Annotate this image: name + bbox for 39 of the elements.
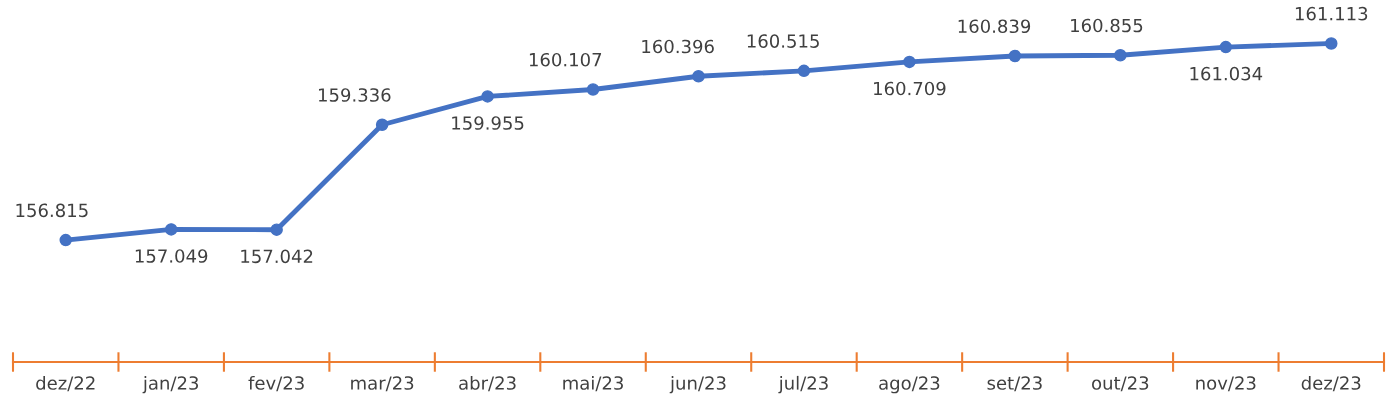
x-tick-label: jun/23: [669, 375, 726, 394]
x-tick-label: ago/23: [879, 376, 940, 394]
point: [903, 55, 916, 69]
data-label: 157.042: [241, 249, 313, 264]
x-tick-label: fev/23: [248, 375, 304, 392]
data-label: 159.955: [452, 116, 524, 130]
x-tick-label: set/23: [987, 376, 1042, 392]
x-tick-label: dez/22: [36, 375, 95, 392]
point: [1114, 49, 1127, 62]
point: [692, 70, 705, 83]
data-label: 156.815: [16, 203, 88, 218]
x-tick-label: jul/23: [778, 375, 828, 394]
x-tick-label: mar/23: [351, 376, 414, 392]
point: [1325, 37, 1338, 50]
data-label: 160.855: [1071, 18, 1143, 33]
data-label: 160.107: [529, 52, 602, 67]
data-label: 160.709: [874, 81, 946, 96]
data-label: 161.034: [1190, 66, 1263, 81]
point: [59, 233, 72, 247]
data-label: 159.336: [318, 88, 391, 102]
point: [1219, 40, 1233, 54]
x-tick-label: dez/23: [1301, 375, 1361, 392]
x-tick-label: mai/23: [563, 375, 623, 392]
point: [375, 118, 389, 132]
data-label: 160.396: [642, 39, 714, 54]
data-label: 161.113: [1295, 6, 1368, 21]
data-label: 157.049: [135, 249, 208, 263]
x-tick-label: jan/23: [142, 375, 199, 394]
point: [586, 83, 600, 96]
point: [1008, 49, 1022, 63]
x-tick-label: abr/23: [459, 375, 516, 392]
point: [797, 64, 811, 78]
point: [481, 90, 494, 103]
x-tick-label: out/23: [1092, 376, 1149, 392]
point: [164, 223, 178, 236]
x-tick-label: nov/23: [1196, 376, 1256, 392]
data-label: 160.515: [747, 34, 819, 48]
data-label: 160.839: [958, 19, 1031, 34]
point: [270, 223, 283, 236]
